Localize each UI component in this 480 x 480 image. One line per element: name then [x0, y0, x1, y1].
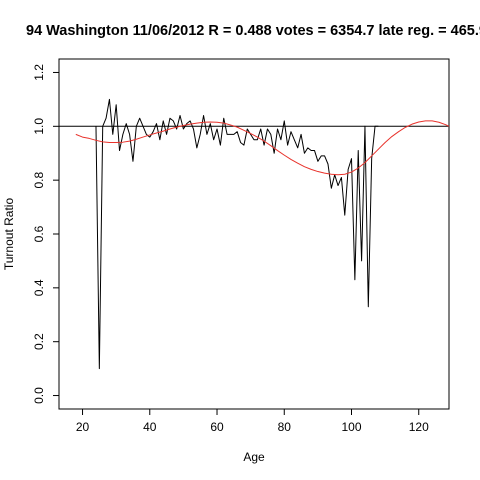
x-tick-label: 40	[143, 420, 157, 434]
x-axis-label: Age	[243, 450, 265, 464]
y-tick-label: 0.0	[32, 387, 46, 404]
x-tick-label: 120	[409, 420, 429, 434]
series-line-1	[95, 98, 379, 370]
y-tick-label: 0.8	[32, 171, 46, 188]
plot-frame	[58, 58, 450, 410]
series-layer	[75, 98, 449, 370]
y-tick-label: 1.2	[32, 64, 46, 81]
y-tick-label: 0.4	[32, 279, 46, 296]
y-tick-label: 1.0	[32, 118, 46, 135]
series-line-2	[75, 120, 449, 176]
y-tick-label: 0.2	[32, 333, 46, 350]
y-axis-label: Turnout Ratio	[2, 198, 16, 271]
x-tick-label: 100	[341, 420, 361, 434]
x-tick-label: 60	[210, 420, 224, 434]
x-tick-label: 20	[76, 420, 90, 434]
x-axis: 20 40 60 80 100 120	[76, 409, 429, 434]
chart-title: 94 Washington 11/06/2012 R = 0.488 votes…	[26, 23, 480, 39]
y-axis: 0.0 0.2 0.4 0.6 0.8 1.0 1.2	[32, 64, 59, 404]
x-tick-label: 80	[278, 420, 292, 434]
y-tick-label: 0.6	[32, 225, 46, 242]
